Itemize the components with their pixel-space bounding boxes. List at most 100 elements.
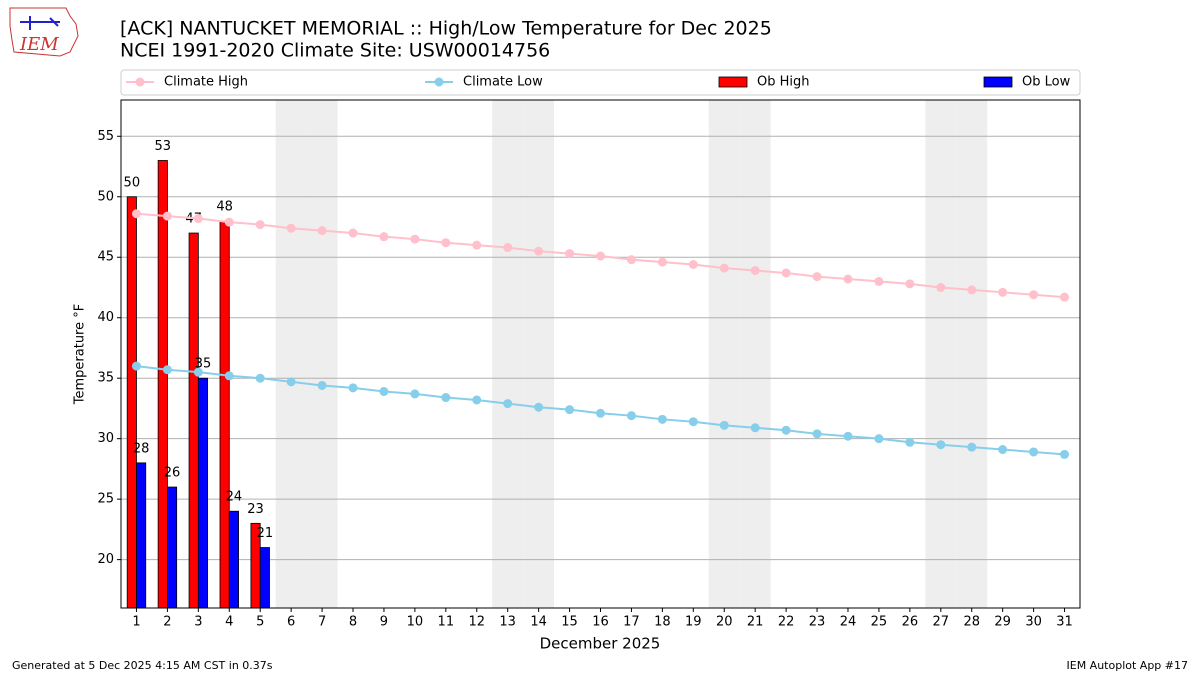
climate-marker xyxy=(193,214,203,224)
climate-marker xyxy=(410,234,420,244)
climate-marker xyxy=(224,217,234,227)
weekend-shade xyxy=(275,100,307,608)
climate-marker xyxy=(874,276,884,286)
climate-marker xyxy=(905,279,915,289)
climate-marker xyxy=(812,272,822,282)
climate-marker xyxy=(688,417,698,427)
climate-marker xyxy=(162,365,172,375)
x-tick-label: 28 xyxy=(963,615,980,630)
legend-swatch xyxy=(718,76,748,88)
x-tick-label: 21 xyxy=(747,615,764,630)
climate-marker xyxy=(843,274,853,284)
bar-value-label: 26 xyxy=(164,466,181,481)
climate-marker xyxy=(131,209,141,219)
climate-marker xyxy=(379,232,389,242)
climate-marker xyxy=(688,259,698,269)
bar-value-label: 50 xyxy=(124,175,141,190)
x-tick-label: 14 xyxy=(530,615,547,630)
x-tick-label: 9 xyxy=(380,615,388,630)
climate-marker xyxy=(750,423,760,433)
x-tick-label: 24 xyxy=(840,615,857,630)
climate-marker xyxy=(812,429,822,439)
x-tick-label: 5 xyxy=(256,615,264,630)
x-tick-label: 13 xyxy=(499,615,516,630)
x-tick-label: 19 xyxy=(685,615,702,630)
bar xyxy=(167,486,178,609)
climate-marker xyxy=(1060,449,1070,459)
climate-marker xyxy=(998,287,1008,297)
climate-marker xyxy=(565,249,575,259)
climate-marker xyxy=(286,377,296,387)
climate-marker xyxy=(657,257,667,267)
climate-marker xyxy=(162,211,172,221)
legend-label: Ob Low xyxy=(1022,75,1071,90)
legend-marker xyxy=(135,77,145,87)
weekend-shade xyxy=(925,100,957,608)
bar xyxy=(188,232,199,609)
x-tick-label: 26 xyxy=(902,615,919,630)
bar xyxy=(197,377,209,609)
bar xyxy=(126,196,137,609)
x-tick-label: 18 xyxy=(654,615,671,630)
legend-swatch xyxy=(983,76,1013,88)
x-tick-label: 1 xyxy=(132,615,140,630)
legend-box xyxy=(120,69,1081,96)
x-tick-label: 23 xyxy=(809,615,826,630)
climate-marker xyxy=(781,268,791,278)
bar-value-label: 28 xyxy=(133,441,150,456)
x-tick-label: 22 xyxy=(778,615,795,630)
climate-marker xyxy=(905,437,915,447)
climate-marker xyxy=(750,266,760,276)
climate-marker xyxy=(998,445,1008,455)
chart-title: [ACK] NANTUCKET MEMORIAL :: High/Low Tem… xyxy=(120,18,772,40)
climate-marker xyxy=(348,228,358,238)
chart-subtitle: NCEI 1991-2020 Climate Site: USW00014756 xyxy=(120,40,550,62)
x-tick-label: 11 xyxy=(438,615,455,630)
climate-marker xyxy=(224,371,234,381)
climate-marker xyxy=(843,431,853,441)
logo-text: IEM xyxy=(19,34,59,55)
climate-marker xyxy=(874,434,884,444)
bar-value-label: 48 xyxy=(216,199,233,214)
x-tick-label: 3 xyxy=(194,615,202,630)
legend-label: Ob High xyxy=(757,75,810,90)
y-tick-label: 30 xyxy=(97,431,114,446)
climate-marker xyxy=(379,386,389,396)
x-tick-label: 2 xyxy=(163,615,171,630)
climate-marker xyxy=(967,285,977,295)
bar xyxy=(228,510,239,609)
x-tick-label: 17 xyxy=(623,615,640,630)
bar-value-label: 23 xyxy=(247,502,264,517)
y-tick-label: 20 xyxy=(97,552,114,567)
climate-marker xyxy=(317,226,327,236)
climate-marker xyxy=(596,251,605,261)
y-axis-label: Temperature °F xyxy=(73,304,88,405)
climate-marker xyxy=(719,420,729,430)
climate-marker xyxy=(193,367,203,377)
climate-marker xyxy=(410,389,420,399)
climate-marker xyxy=(534,246,544,256)
x-tick-label: 27 xyxy=(933,615,950,630)
x-axis-label: December 2025 xyxy=(540,635,661,653)
x-tick-label: 6 xyxy=(287,615,295,630)
legend-marker xyxy=(434,77,444,87)
x-tick-label: 30 xyxy=(1025,615,1042,630)
x-tick-label: 31 xyxy=(1056,615,1073,630)
climate-marker xyxy=(781,425,791,435)
climate-marker xyxy=(255,220,265,230)
logo: IEM xyxy=(9,7,79,57)
bar xyxy=(259,547,270,609)
bar xyxy=(157,160,168,609)
climate-marker xyxy=(131,361,141,371)
climate-marker xyxy=(626,411,636,421)
bar xyxy=(136,462,147,609)
climate-marker xyxy=(936,282,946,292)
weekend-shade xyxy=(956,100,988,608)
weekend-shade xyxy=(708,100,740,608)
climate-marker xyxy=(472,240,482,250)
climate-marker xyxy=(503,399,513,409)
x-tick-label: 7 xyxy=(318,615,326,630)
climate-marker xyxy=(286,223,296,233)
weekend-shade xyxy=(739,100,771,608)
